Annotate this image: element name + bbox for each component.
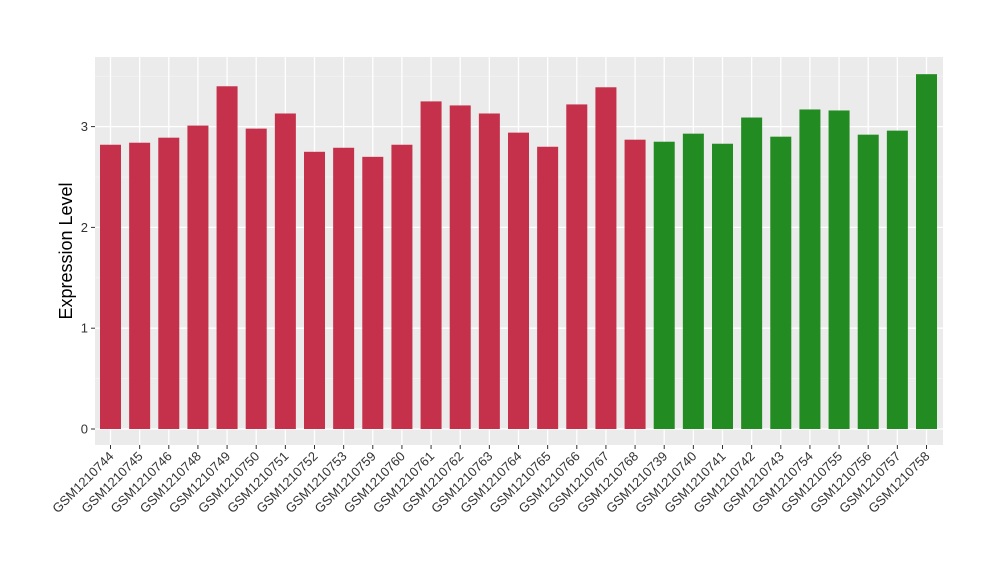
bar	[304, 151, 325, 430]
bar	[799, 109, 821, 430]
bar	[129, 142, 151, 429]
y-tick-label: 1	[81, 321, 88, 336]
bar	[537, 146, 559, 429]
x-axis: GSM1210744GSM1210745GSM1210746GSM1210748…	[49, 445, 933, 516]
bar	[478, 113, 500, 429]
bar	[712, 143, 733, 429]
bar	[886, 130, 908, 429]
bar	[245, 128, 267, 429]
y-axis-title: Expression Level	[56, 182, 76, 319]
bar	[158, 137, 180, 430]
bar	[333, 147, 355, 429]
bar	[741, 117, 763, 429]
bar	[916, 74, 937, 430]
bar	[770, 136, 792, 429]
bar	[274, 113, 296, 429]
bar	[362, 156, 384, 429]
bar	[653, 141, 675, 429]
bars	[100, 74, 937, 430]
bar	[100, 144, 121, 429]
bar	[828, 110, 850, 430]
bar	[682, 133, 704, 429]
y-axis: 0 1 2 3	[81, 119, 95, 437]
bar	[857, 134, 879, 429]
y-tick-label: 2	[81, 220, 88, 235]
y-tick-label: 3	[81, 119, 88, 134]
y-tick-label: 0	[81, 422, 88, 437]
bar	[508, 132, 529, 429]
bar	[391, 144, 413, 429]
bar	[216, 86, 238, 429]
bar	[420, 101, 442, 430]
bar	[449, 105, 471, 429]
bar	[624, 139, 646, 430]
bar	[595, 87, 617, 430]
bar	[566, 104, 588, 429]
bar	[187, 125, 209, 429]
